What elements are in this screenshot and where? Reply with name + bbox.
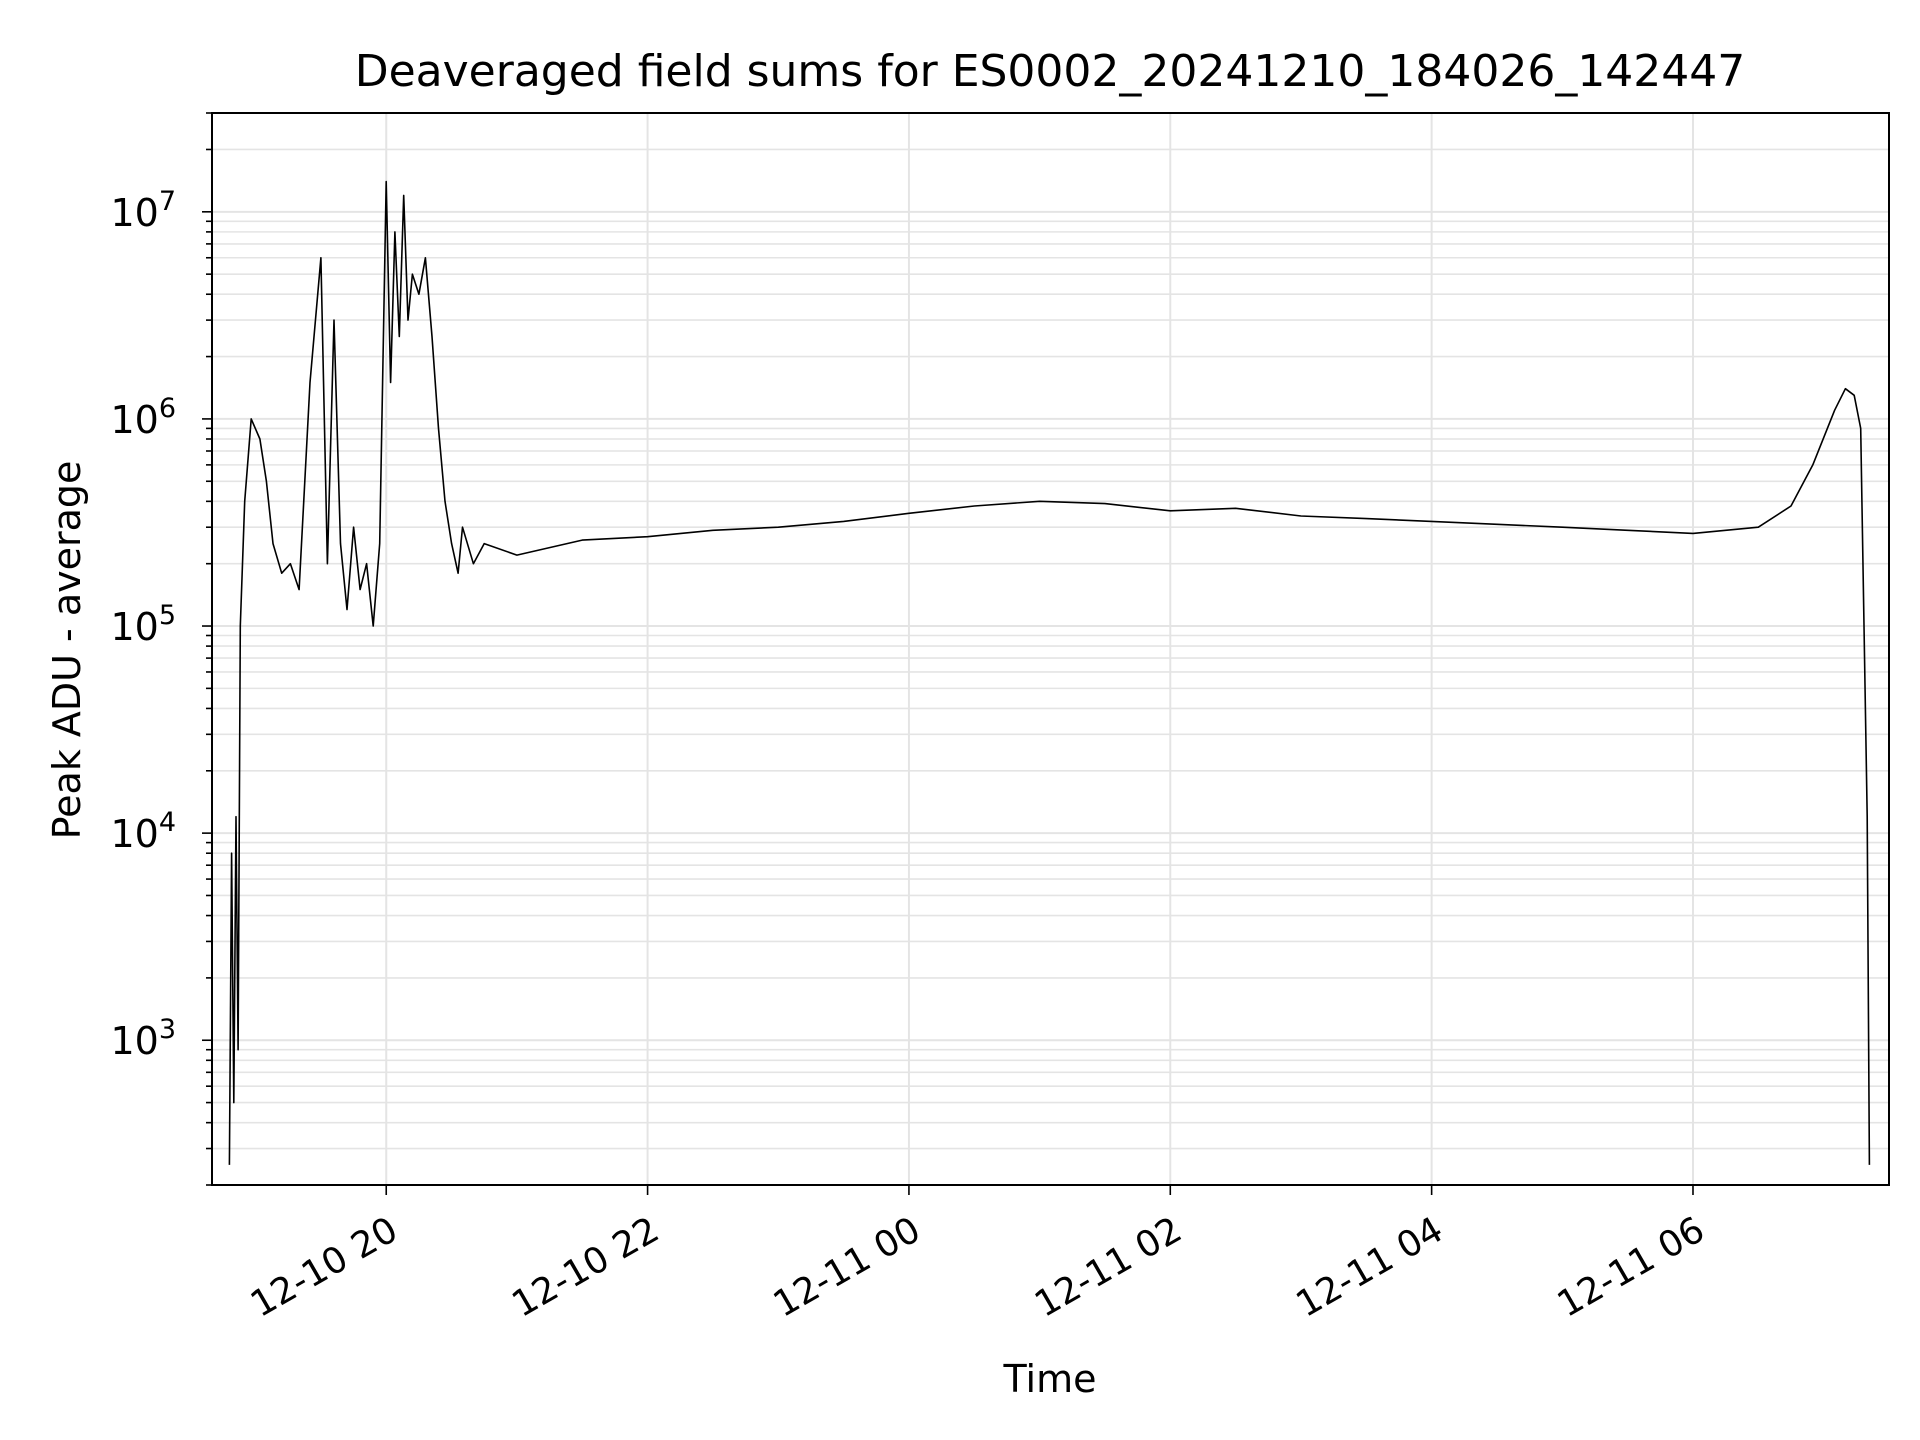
x-axis-label: Time — [1003, 1357, 1097, 1401]
y-tick-label: 104 — [110, 807, 176, 856]
y-tick-label: 103 — [110, 1014, 176, 1063]
y-tick-label: 105 — [110, 600, 176, 649]
chart-title: Deaveraged field sums for ES0002_2024121… — [355, 46, 1746, 97]
y-tick-label: 107 — [110, 186, 176, 235]
y-axis-label: Peak ADU - average — [45, 461, 89, 840]
y-tick-label: 106 — [110, 393, 176, 442]
series-line — [228, 180, 1871, 1165]
plot-frame — [211, 112, 1890, 1186]
series-layer — [228, 180, 1871, 1165]
